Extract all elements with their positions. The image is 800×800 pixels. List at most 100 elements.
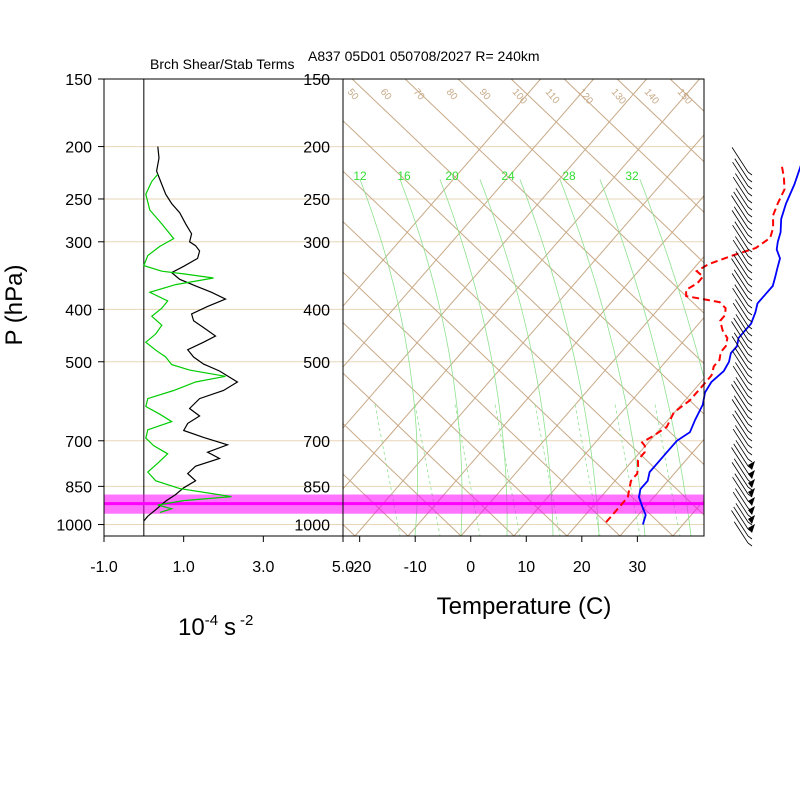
wind-barb bbox=[735, 173, 749, 194]
isotherm-line bbox=[726, 79, 800, 536]
isotherm-line bbox=[619, 438, 704, 536]
left-y-tick-label: 1000 bbox=[56, 518, 92, 535]
right-x-tick-label: 20 bbox=[573, 559, 591, 576]
wind-barb bbox=[732, 239, 749, 264]
dry-adiabat-line bbox=[343, 372, 515, 536]
wind-barb-flag bbox=[747, 451, 753, 456]
left-x-axis-exp1: -4 bbox=[205, 612, 218, 629]
dry-adiabat-line bbox=[404, 79, 704, 365]
wind-barb bbox=[735, 503, 749, 523]
wind-barb-pennant bbox=[748, 488, 755, 497]
wind-barb bbox=[735, 440, 749, 460]
wind-barb-flag bbox=[747, 339, 753, 344]
wind-barb bbox=[734, 284, 749, 306]
wind-barb-flag bbox=[747, 402, 753, 407]
wind-barb-flag bbox=[747, 185, 753, 190]
wind-barb bbox=[731, 210, 749, 236]
dry-adiabat-line bbox=[616, 79, 704, 163]
wind-barb bbox=[731, 447, 749, 474]
mixing-ratio-line bbox=[494, 404, 521, 536]
wind-barb-flag bbox=[747, 297, 753, 302]
data-layer bbox=[104, 146, 800, 547]
wind-barb bbox=[733, 458, 749, 481]
mixing-ratio-label: 16 bbox=[397, 169, 411, 183]
right-y-tick-label: 700 bbox=[303, 434, 330, 451]
isotherm-line bbox=[407, 195, 704, 536]
wind-barb-flag bbox=[747, 234, 753, 239]
wind-barb-flag bbox=[747, 325, 753, 330]
wind-barb bbox=[733, 317, 749, 341]
dry-adiabat-line bbox=[343, 170, 704, 516]
adiabat-label: 80 bbox=[444, 87, 460, 103]
wind-barb-flag bbox=[747, 353, 753, 358]
mixing-ratio-line bbox=[374, 404, 401, 536]
wind-barb-flag bbox=[747, 381, 753, 386]
dry-adiabat-line bbox=[343, 321, 568, 536]
wind-barb-flag bbox=[747, 192, 753, 197]
wind-barb-flag bbox=[747, 493, 753, 498]
left-x-tick-label: 1.0 bbox=[173, 559, 195, 576]
mixing-ratio-label: 32 bbox=[625, 169, 639, 183]
adiabat-label: 90 bbox=[477, 87, 493, 103]
wind-barb bbox=[731, 195, 749, 222]
wind-barb-flag bbox=[747, 416, 753, 421]
wind-barb-flag bbox=[747, 248, 753, 253]
wind-barb-pennant bbox=[748, 461, 755, 470]
wind-barb bbox=[732, 413, 749, 439]
dry-adiabat-line bbox=[343, 221, 674, 536]
left-y-tick-label: 700 bbox=[65, 434, 92, 451]
wind-barb-flag bbox=[747, 388, 753, 393]
wind-barb bbox=[735, 425, 749, 446]
dry-adiabat-line bbox=[776, 79, 800, 536]
wind-barb bbox=[733, 395, 749, 418]
wind-barb bbox=[732, 176, 749, 201]
wind-barb-flag bbox=[747, 346, 753, 351]
adiabat-label: 110 bbox=[543, 87, 562, 107]
wind-barb-flag bbox=[747, 374, 753, 379]
left-x-tick-label: 5.0 bbox=[332, 559, 354, 576]
adiabat-label: 100 bbox=[510, 87, 529, 107]
dry-adiabat-line bbox=[351, 79, 704, 415]
right-x-tick-label: -20 bbox=[348, 559, 371, 576]
mixing-ratio-line bbox=[574, 404, 601, 536]
wind-barb-flag bbox=[747, 318, 753, 323]
wind-barb bbox=[732, 350, 749, 376]
wind-barb bbox=[732, 161, 749, 187]
mixing-ratio-line bbox=[454, 404, 481, 536]
wind-barb bbox=[732, 365, 749, 390]
left-x-axis-base: 10 bbox=[178, 614, 205, 641]
isotherm-line bbox=[513, 316, 704, 536]
wind-barb bbox=[733, 269, 749, 292]
wind-barb bbox=[735, 251, 749, 271]
wind-barb-pennant bbox=[748, 497, 755, 506]
wind-barb bbox=[731, 336, 749, 362]
wind-barb bbox=[731, 399, 749, 425]
moist-adiabat-line bbox=[359, 179, 418, 536]
right-y-tick-label: 500 bbox=[303, 355, 330, 372]
wind-barb bbox=[733, 206, 749, 229]
wind-barb-flag bbox=[747, 255, 753, 260]
adiabat-label: 120 bbox=[576, 87, 595, 107]
right-y-tick-label: 400 bbox=[303, 302, 330, 319]
wind-barb-flag bbox=[747, 290, 753, 295]
left-y-tick-label: 500 bbox=[65, 355, 92, 372]
wind-barb-flag bbox=[747, 444, 753, 449]
dry-adiabat-line bbox=[723, 79, 800, 536]
moist-adiabat-line bbox=[639, 179, 704, 380]
wind-barb-flag bbox=[747, 213, 753, 218]
moist-adiabat-line bbox=[599, 179, 692, 536]
wind-barb-flag bbox=[747, 486, 753, 491]
wind-barb-pennant bbox=[748, 479, 755, 488]
wind-barb bbox=[733, 521, 749, 544]
dry-adiabat-line bbox=[0, 79, 249, 536]
left-y-tick-label: 850 bbox=[65, 479, 92, 496]
left-x-axis-title: 10-4 s -2 bbox=[178, 612, 253, 641]
right-x-tick-label: 0 bbox=[466, 559, 475, 576]
wind-barb-flag bbox=[747, 367, 753, 372]
wind-barb bbox=[735, 362, 749, 383]
wind-barb bbox=[735, 188, 749, 208]
wind-barb bbox=[731, 147, 749, 173]
adiabat-label: 70 bbox=[411, 87, 427, 103]
